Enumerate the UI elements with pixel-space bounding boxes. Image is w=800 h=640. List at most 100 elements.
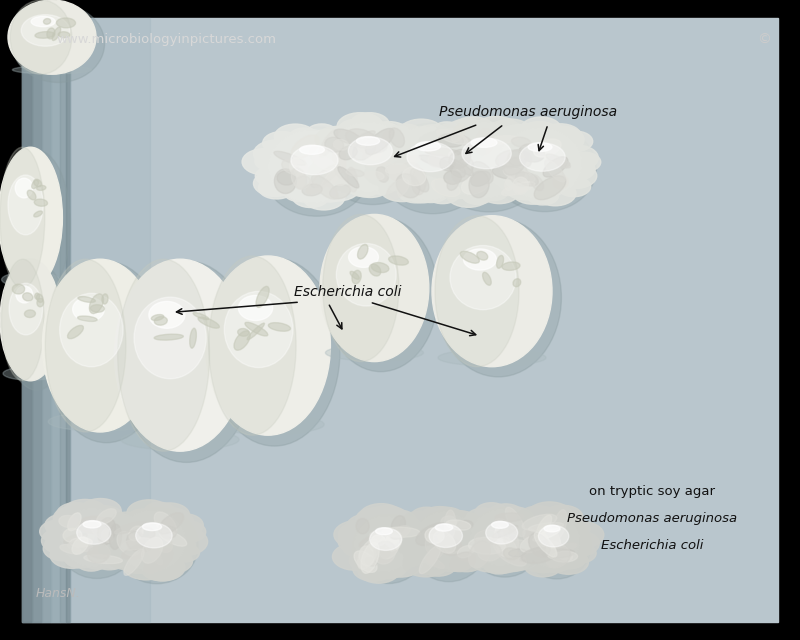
Ellipse shape <box>527 186 558 205</box>
Ellipse shape <box>515 172 538 186</box>
Ellipse shape <box>431 122 462 140</box>
Ellipse shape <box>274 151 306 165</box>
Ellipse shape <box>557 177 590 196</box>
Ellipse shape <box>432 532 458 556</box>
Ellipse shape <box>245 323 268 336</box>
Ellipse shape <box>379 123 486 214</box>
Ellipse shape <box>522 548 564 573</box>
Ellipse shape <box>487 143 519 163</box>
Ellipse shape <box>146 508 194 536</box>
Ellipse shape <box>411 510 486 582</box>
Ellipse shape <box>568 152 601 172</box>
Ellipse shape <box>105 516 142 538</box>
Ellipse shape <box>247 323 265 340</box>
Ellipse shape <box>308 130 343 151</box>
Ellipse shape <box>35 31 54 38</box>
Ellipse shape <box>509 540 530 556</box>
Ellipse shape <box>10 0 72 74</box>
Ellipse shape <box>339 146 358 160</box>
Ellipse shape <box>78 534 94 545</box>
Ellipse shape <box>64 548 97 568</box>
Ellipse shape <box>513 278 521 287</box>
Ellipse shape <box>149 531 172 552</box>
Ellipse shape <box>494 518 516 533</box>
Ellipse shape <box>48 412 152 431</box>
Ellipse shape <box>385 156 428 182</box>
Ellipse shape <box>525 555 562 577</box>
Ellipse shape <box>529 533 550 557</box>
Ellipse shape <box>444 171 462 184</box>
Ellipse shape <box>518 506 560 532</box>
Ellipse shape <box>315 129 358 155</box>
Ellipse shape <box>238 296 273 321</box>
Ellipse shape <box>346 169 364 177</box>
Ellipse shape <box>63 529 82 543</box>
Ellipse shape <box>136 524 172 548</box>
Ellipse shape <box>134 297 206 379</box>
Ellipse shape <box>476 508 507 527</box>
Ellipse shape <box>379 174 425 202</box>
Ellipse shape <box>114 259 246 451</box>
Ellipse shape <box>523 529 546 552</box>
Ellipse shape <box>559 537 593 557</box>
Ellipse shape <box>100 545 130 563</box>
Ellipse shape <box>402 167 426 186</box>
Ellipse shape <box>440 157 455 171</box>
Ellipse shape <box>334 129 362 145</box>
Ellipse shape <box>193 312 209 319</box>
Ellipse shape <box>310 143 346 164</box>
Ellipse shape <box>114 522 146 534</box>
Ellipse shape <box>522 513 591 579</box>
Ellipse shape <box>334 166 346 180</box>
Ellipse shape <box>556 145 598 170</box>
Ellipse shape <box>0 147 62 288</box>
Ellipse shape <box>46 259 126 432</box>
Text: Pseudomonas aeruginosa: Pseudomonas aeruginosa <box>567 512 737 525</box>
Ellipse shape <box>387 124 424 146</box>
Ellipse shape <box>448 540 486 563</box>
Ellipse shape <box>517 145 551 165</box>
Ellipse shape <box>390 128 405 147</box>
Ellipse shape <box>324 170 358 190</box>
Ellipse shape <box>426 534 444 557</box>
Ellipse shape <box>358 504 404 531</box>
Ellipse shape <box>327 122 409 191</box>
Ellipse shape <box>161 526 177 539</box>
Ellipse shape <box>449 511 478 530</box>
Ellipse shape <box>306 124 337 142</box>
Ellipse shape <box>88 547 109 563</box>
Ellipse shape <box>414 125 452 148</box>
Bar <box>70 18 150 622</box>
Ellipse shape <box>359 535 378 547</box>
Ellipse shape <box>446 180 491 207</box>
Ellipse shape <box>522 515 557 530</box>
Ellipse shape <box>32 180 38 189</box>
Ellipse shape <box>457 519 486 536</box>
Ellipse shape <box>64 534 87 543</box>
Ellipse shape <box>474 138 490 148</box>
Ellipse shape <box>420 152 461 177</box>
Ellipse shape <box>456 524 491 545</box>
Ellipse shape <box>366 176 397 195</box>
Ellipse shape <box>90 294 103 314</box>
Ellipse shape <box>242 148 286 175</box>
Ellipse shape <box>45 514 83 537</box>
Ellipse shape <box>502 172 537 193</box>
Ellipse shape <box>431 526 444 556</box>
Ellipse shape <box>438 531 454 547</box>
Ellipse shape <box>15 178 33 198</box>
Ellipse shape <box>444 510 456 539</box>
Ellipse shape <box>326 345 423 361</box>
Ellipse shape <box>498 128 582 198</box>
Ellipse shape <box>346 129 378 148</box>
Ellipse shape <box>492 548 531 572</box>
Ellipse shape <box>376 527 392 535</box>
Ellipse shape <box>434 531 456 553</box>
Ellipse shape <box>98 537 140 562</box>
Ellipse shape <box>22 292 33 301</box>
Ellipse shape <box>498 132 542 159</box>
Ellipse shape <box>438 122 530 198</box>
Ellipse shape <box>446 172 482 194</box>
Ellipse shape <box>537 515 552 537</box>
Ellipse shape <box>447 153 494 181</box>
